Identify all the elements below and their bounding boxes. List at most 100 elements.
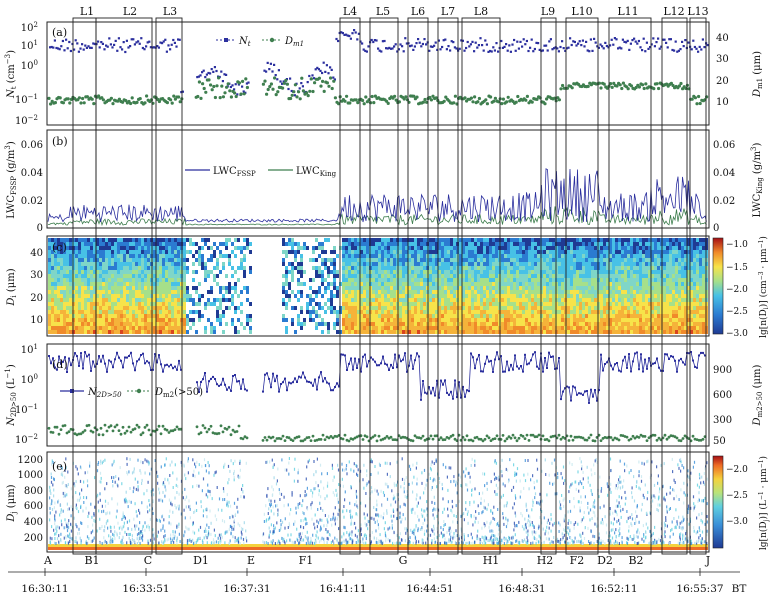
psd-cell xyxy=(72,242,75,246)
psd-cell xyxy=(81,322,84,326)
psd-cell xyxy=(87,254,90,258)
psd-cell xyxy=(336,286,339,290)
psd-cell xyxy=(441,314,444,318)
psd-cell xyxy=(528,310,531,314)
psd-cell xyxy=(396,318,399,322)
nt-point xyxy=(148,40,151,43)
psd-cell xyxy=(444,278,447,282)
psd-cell xyxy=(561,238,564,242)
nt-point xyxy=(437,39,440,42)
psd-cell xyxy=(48,270,51,274)
psd-cell xyxy=(60,294,63,298)
psd-cell xyxy=(354,254,357,258)
psd-cell xyxy=(585,246,588,250)
psd-cell xyxy=(159,322,162,326)
psd-cell xyxy=(390,246,393,250)
psd-cell xyxy=(111,238,114,242)
dm1-point xyxy=(484,98,488,102)
psd-cell xyxy=(666,286,669,290)
psd-cell xyxy=(408,282,411,286)
psd-cell xyxy=(540,302,543,306)
psd-cell xyxy=(561,294,564,298)
psd-cell xyxy=(378,314,381,318)
psd-cell xyxy=(66,286,69,290)
psd-cell xyxy=(150,306,153,310)
psd-cell xyxy=(471,322,474,326)
psd-cell xyxy=(603,254,606,258)
psd-cell xyxy=(75,246,78,250)
psd-cell xyxy=(528,286,531,290)
psd-cell xyxy=(534,270,537,274)
nt-point xyxy=(609,44,612,47)
psd-cell xyxy=(357,318,360,322)
psd-cell xyxy=(582,310,585,314)
psd-cell xyxy=(84,250,87,254)
layer-label: L5 xyxy=(376,5,390,18)
psd-cell xyxy=(627,294,630,298)
psd-cell xyxy=(468,250,471,254)
psd-cell xyxy=(72,326,75,330)
psd-cell xyxy=(69,278,72,282)
psd-cell xyxy=(543,330,546,334)
psd-cell xyxy=(615,314,618,318)
psd-cell xyxy=(360,310,363,314)
psd-cell xyxy=(504,266,507,270)
psd-cell xyxy=(78,270,81,274)
psd-cell xyxy=(360,282,363,286)
psd-cell xyxy=(141,310,144,314)
nt-point xyxy=(610,38,613,41)
psd-cell xyxy=(558,254,561,258)
psd-cell xyxy=(483,306,486,310)
psd-cell xyxy=(441,238,444,242)
psd-cell xyxy=(153,322,156,326)
psd-cell xyxy=(204,302,207,306)
psd-cell xyxy=(309,298,312,302)
psd-cell xyxy=(159,306,162,310)
psd-cell xyxy=(495,270,498,274)
psd-cell xyxy=(498,306,501,310)
psd-cell xyxy=(510,278,513,282)
psd-cell xyxy=(624,298,627,302)
nt-point xyxy=(156,45,159,48)
psd-cell xyxy=(507,242,510,246)
psd-cell xyxy=(390,258,393,262)
psd-cell xyxy=(123,242,126,246)
psd-cell xyxy=(471,262,474,266)
psd-cell xyxy=(93,238,96,242)
psd-cell xyxy=(486,302,489,306)
nt-point xyxy=(429,45,432,48)
psd-cell xyxy=(339,306,342,310)
psd-cell xyxy=(651,306,654,310)
psd-cell xyxy=(60,250,63,254)
psd-cell xyxy=(582,262,585,266)
psd-cell xyxy=(558,250,561,254)
psd-cell xyxy=(480,306,483,310)
psd-cell xyxy=(468,294,471,298)
psd-cell xyxy=(513,330,516,334)
psd-cell xyxy=(90,262,93,266)
psd-cell xyxy=(282,242,285,246)
psd-cell xyxy=(651,318,654,322)
psd-cell xyxy=(204,326,207,330)
psd-cell xyxy=(564,238,567,242)
psd-cell xyxy=(291,274,294,278)
psd-cell xyxy=(609,326,612,330)
psd-cell xyxy=(198,294,201,298)
psd-cell xyxy=(312,278,315,282)
psd-cell xyxy=(585,274,588,278)
psd-cell xyxy=(213,330,216,334)
dm1-point xyxy=(49,102,53,106)
psd-cell xyxy=(336,318,339,322)
psd-cell xyxy=(504,290,507,294)
psd-cell xyxy=(573,242,576,246)
psd-cell xyxy=(369,262,372,266)
psd-cell xyxy=(450,262,453,266)
psd-cell xyxy=(51,274,54,278)
psd-cell xyxy=(138,322,141,326)
psd-cell xyxy=(591,306,594,310)
psd-cell xyxy=(99,270,102,274)
psd-cell xyxy=(141,330,144,334)
psd-cell xyxy=(444,306,447,310)
psd-cell xyxy=(402,238,405,242)
psd-cell xyxy=(69,274,72,278)
